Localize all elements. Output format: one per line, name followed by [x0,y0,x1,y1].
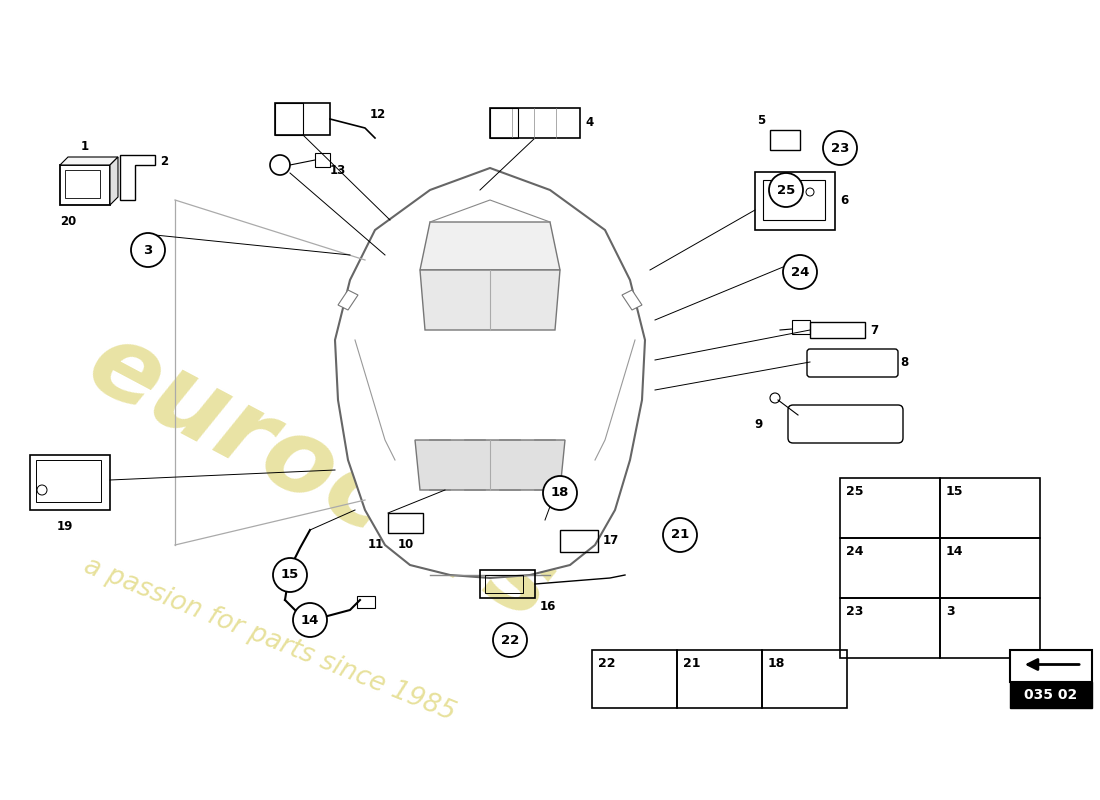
Polygon shape [120,155,155,200]
Bar [65,170,100,198]
Circle shape [783,255,817,289]
Bar [940,538,1040,598]
Bar [485,575,522,593]
Polygon shape [110,157,118,205]
Circle shape [293,603,327,637]
Bar [763,180,825,220]
Bar [592,650,676,708]
Bar [792,320,810,334]
Text: 035 02: 035 02 [1024,688,1078,702]
Circle shape [769,173,803,207]
Polygon shape [420,222,560,270]
Circle shape [493,623,527,657]
Text: 18: 18 [768,657,785,670]
Text: 14: 14 [946,545,964,558]
Text: 1: 1 [81,140,89,153]
Bar [358,596,375,608]
Text: 23: 23 [846,605,864,618]
Text: 15: 15 [946,485,964,498]
Text: 24: 24 [791,266,810,278]
Text: 4: 4 [585,117,593,130]
Text: a passion for parts since 1985: a passion for parts since 1985 [80,553,459,726]
Text: 3: 3 [143,243,153,257]
Text: 21: 21 [683,657,701,670]
Bar [1010,650,1092,682]
Bar [388,513,424,533]
Text: 7: 7 [870,323,878,337]
Circle shape [663,518,697,552]
Polygon shape [420,270,560,330]
Text: 24: 24 [846,545,864,558]
Bar [490,108,580,138]
Bar [490,108,518,138]
Bar [1010,682,1092,708]
Bar [275,103,302,135]
Bar [676,650,762,708]
Bar [315,153,330,167]
Text: 6: 6 [840,194,848,207]
Text: 17: 17 [603,534,619,547]
Text: 5: 5 [757,114,764,127]
Circle shape [543,476,578,510]
Text: 12: 12 [370,109,386,122]
Bar [940,478,1040,538]
Text: 9: 9 [755,418,763,430]
Text: 8: 8 [900,357,909,370]
Polygon shape [338,290,358,310]
Text: 20: 20 [60,215,76,228]
Bar [60,165,110,205]
Text: 19: 19 [57,520,74,533]
Text: 13: 13 [330,163,346,177]
Bar [755,172,835,230]
Circle shape [131,233,165,267]
Text: 25: 25 [846,485,864,498]
Bar [560,530,598,552]
Bar [940,598,1040,658]
Bar [840,598,940,658]
Text: eurocars: eurocars [70,312,571,642]
Polygon shape [621,290,642,310]
Bar [275,103,330,135]
Text: 3: 3 [946,605,955,618]
Text: 18: 18 [551,486,569,499]
Bar [480,570,535,598]
Polygon shape [415,440,565,490]
Circle shape [823,131,857,165]
Text: 22: 22 [598,657,616,670]
Text: 15: 15 [280,569,299,582]
Bar [770,130,800,150]
Bar [840,478,940,538]
Text: 21: 21 [671,529,689,542]
Text: 23: 23 [830,142,849,154]
Polygon shape [336,168,645,578]
Circle shape [273,558,307,592]
Text: 10: 10 [398,538,414,551]
Bar [36,460,101,502]
Bar [810,322,865,338]
Text: 22: 22 [500,634,519,646]
Bar [840,538,940,598]
Bar [762,650,847,708]
Text: 14: 14 [300,614,319,626]
Polygon shape [60,157,118,165]
Bar [30,455,110,510]
Text: 11: 11 [368,538,384,551]
Text: 25: 25 [777,183,795,197]
Text: 16: 16 [540,600,557,613]
Text: 2: 2 [160,155,168,168]
